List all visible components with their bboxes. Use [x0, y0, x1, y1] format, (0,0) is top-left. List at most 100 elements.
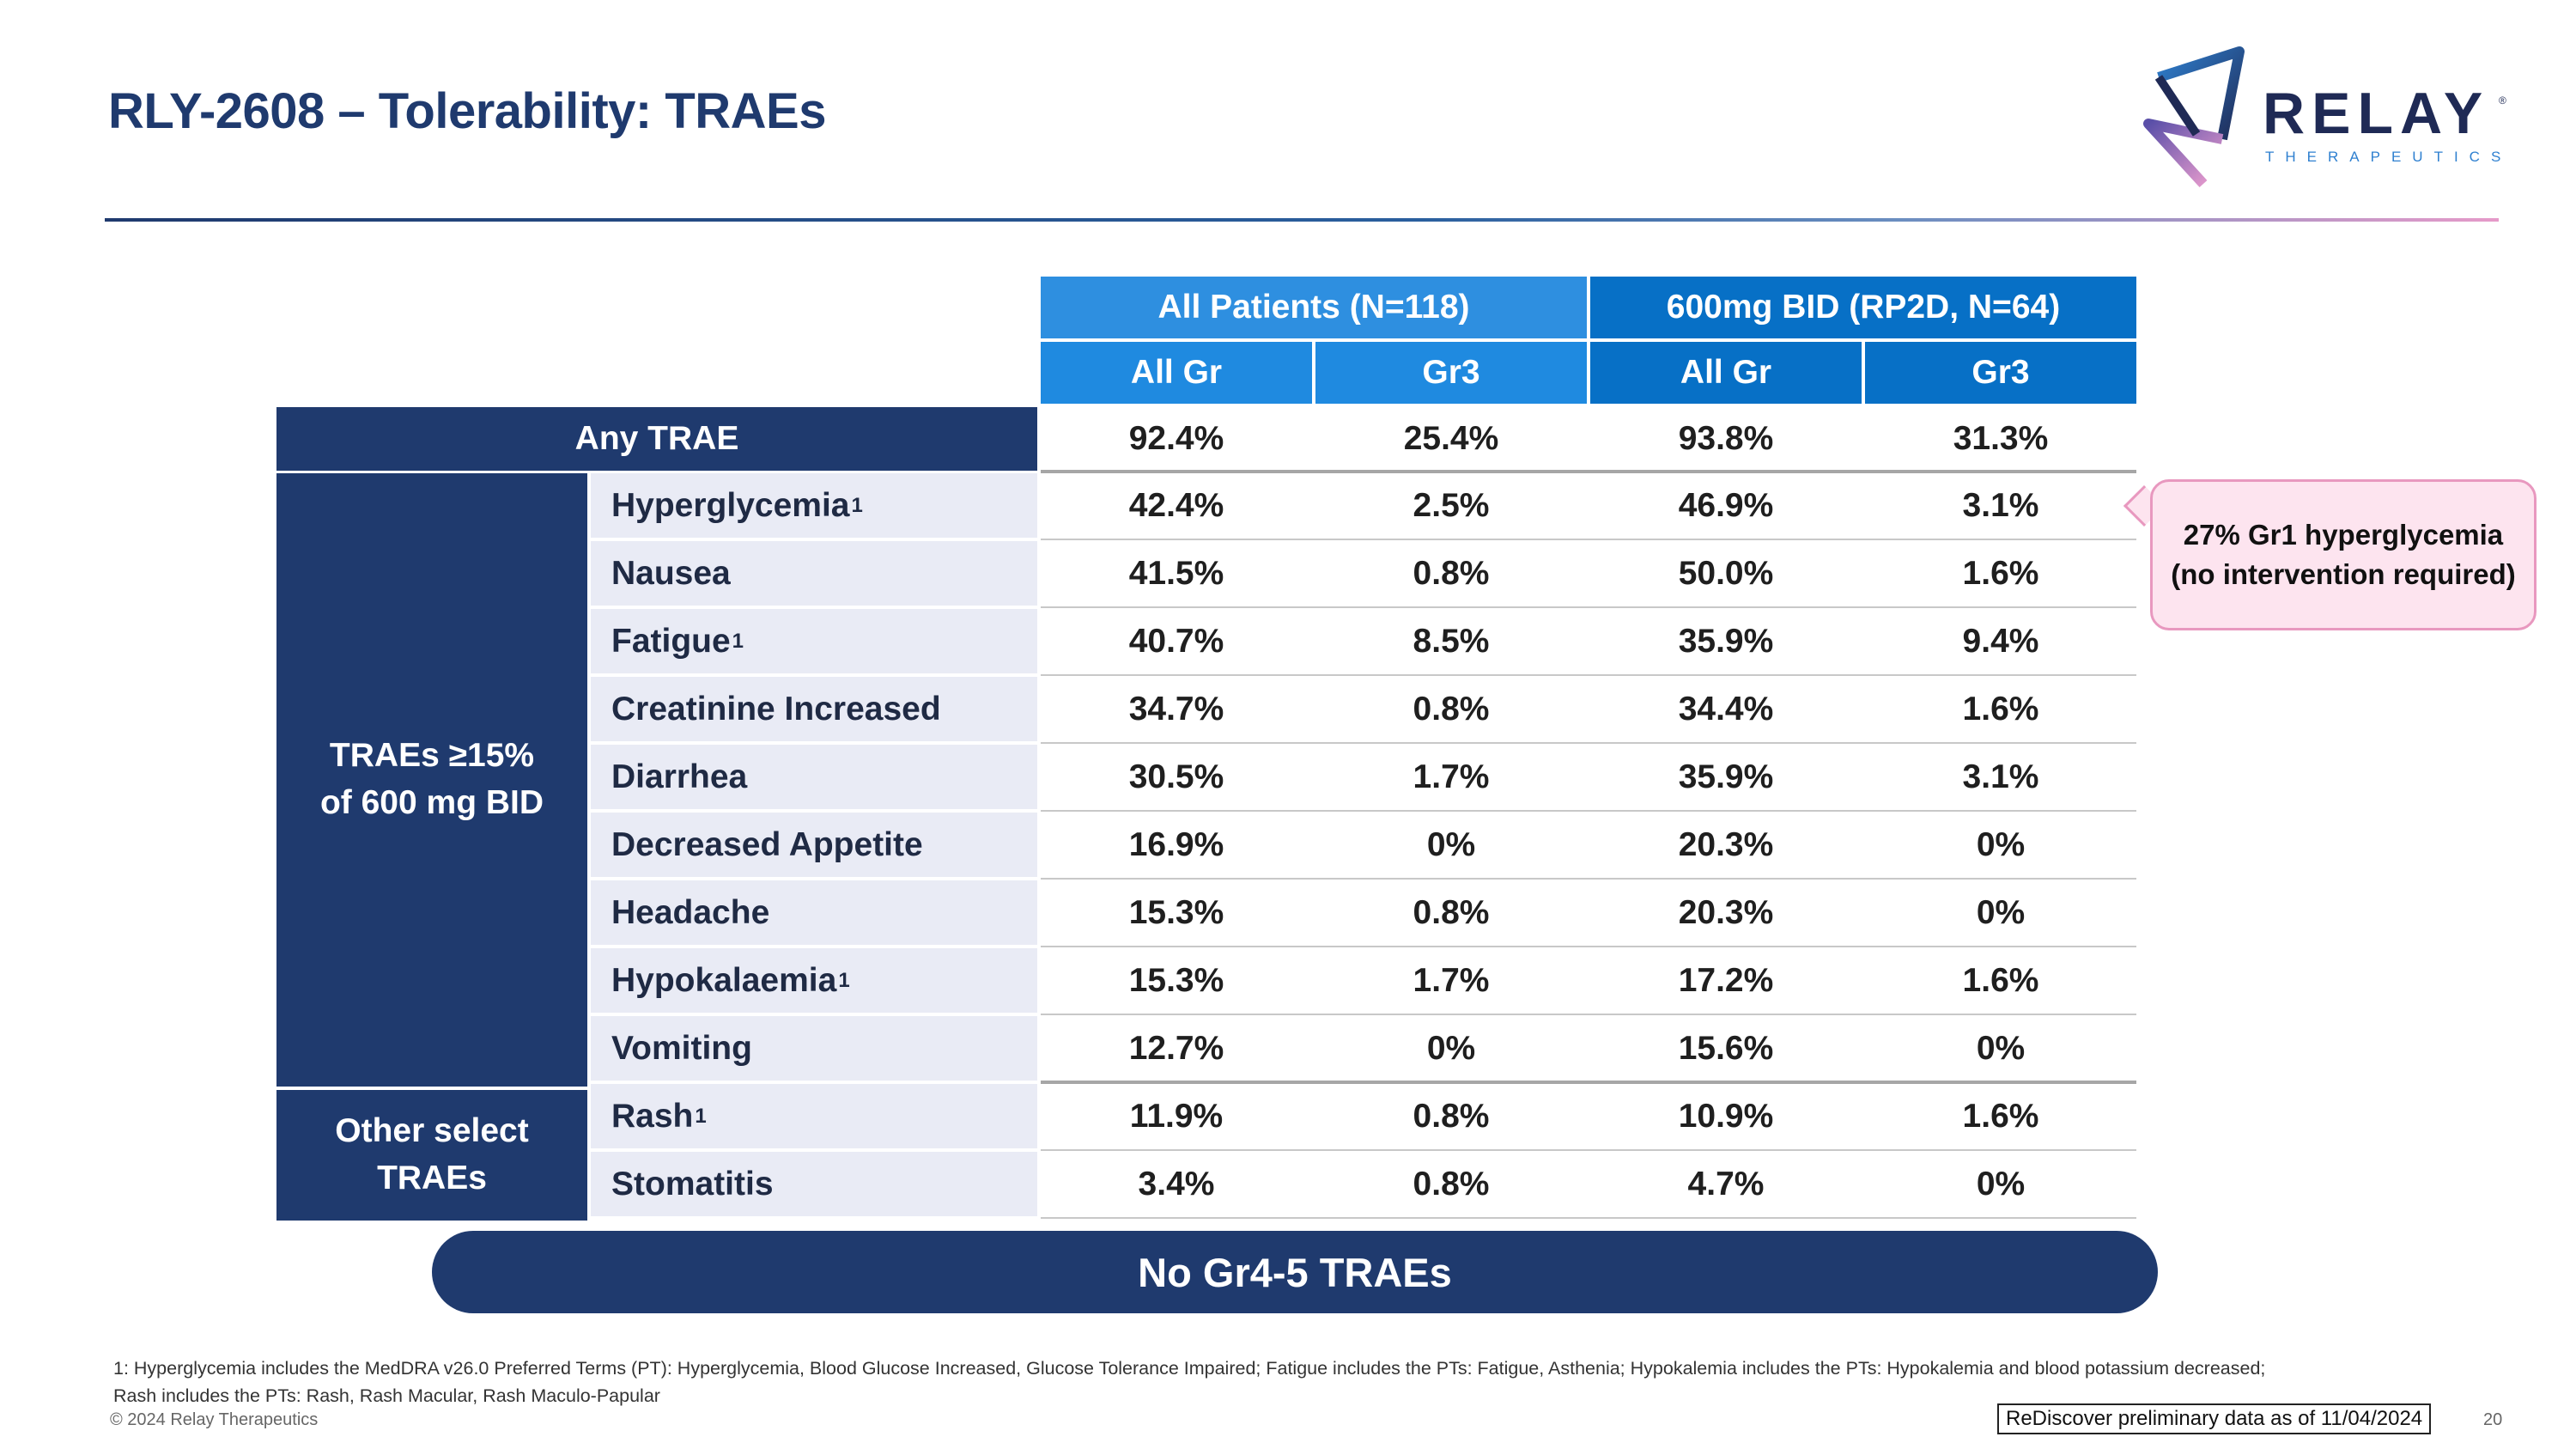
logo-wordmark: RELAY	[2263, 81, 2490, 146]
table-cell: 1.7%	[1315, 745, 1587, 809]
group-label-line: of 600 mg BID	[319, 784, 544, 821]
row-label: Creatinine Increased	[591, 677, 1037, 741]
table-cell: 42.4%	[1041, 473, 1312, 538]
row-divider	[1041, 946, 2136, 947]
row-label-text: Decreased Appetite	[611, 825, 923, 863]
no-gr4-5-banner: No Gr4-5 TRAEs	[432, 1231, 2158, 1313]
subheader-gr3: Gr3	[1865, 342, 2136, 404]
slide-title: RLY-2608 – Tolerability: TRAEs	[108, 83, 826, 139]
subheader-gr3: Gr3	[1315, 342, 1587, 404]
table-cell: 3.1%	[1865, 745, 2136, 809]
any-trae-value: 93.8%	[1590, 407, 1862, 471]
header-all-patients: All Patients (N=118)	[1041, 277, 1587, 338]
table-cell: 0.8%	[1315, 677, 1587, 741]
row-divider	[1041, 674, 2136, 676]
row-label: Decreased Appetite	[591, 813, 1037, 877]
row-label-text: Fatigue	[611, 622, 731, 660]
table-cell: 0%	[1865, 880, 2136, 945]
header-600mg-bid: 600mg BID (RP2D, N=64)	[1590, 277, 2136, 338]
table-cell: 3.4%	[1041, 1152, 1312, 1216]
table-cell: 17.2%	[1590, 948, 1862, 1013]
table-cell: 16.9%	[1041, 813, 1312, 877]
copyright: © 2024 Relay Therapeutics	[110, 1410, 319, 1429]
row-label-text: Diarrhea	[611, 758, 748, 795]
data-cutoff-note: ReDiscover preliminary data as of 11/04/…	[1997, 1403, 2432, 1434]
group-label-traes-15pct: TRAEs ≥15% of 600 mg BID	[276, 473, 587, 1087]
row-divider	[1041, 539, 2136, 540]
row-divider	[1041, 810, 2136, 812]
row-label-text: Stomatitis	[611, 1165, 774, 1202]
row-divider	[1041, 1217, 2136, 1219]
table-cell: 15.6%	[1590, 1016, 1862, 1081]
row-label: Rash 1	[591, 1084, 1037, 1148]
table-cell: 0%	[1315, 813, 1587, 877]
table-cell: 15.3%	[1041, 880, 1312, 945]
table-cell: 9.4%	[1865, 609, 2136, 673]
any-trae-value: 92.4%	[1041, 407, 1312, 471]
row-divider	[1041, 1014, 2136, 1015]
footnote-line: 1: Hyperglycemia includes the MedDRA v26…	[113, 1358, 2266, 1379]
table-cell: 8.5%	[1315, 609, 1587, 673]
table-cell: 0%	[1315, 1016, 1587, 1081]
any-trae-value: 25.4%	[1315, 407, 1587, 471]
row-label-text: Nausea	[611, 554, 731, 592]
title-divider	[105, 218, 2499, 222]
row-label-text: Headache	[611, 893, 770, 931]
table-cell: 46.9%	[1590, 473, 1862, 538]
table-cell: 0.8%	[1315, 1084, 1587, 1148]
row-divider	[1041, 1149, 2136, 1151]
table-cell: 3.1%	[1865, 473, 2136, 538]
row-divider	[1041, 606, 2136, 608]
any-trae-value: 31.3%	[1865, 407, 2136, 471]
row-label: Nausea	[591, 541, 1037, 606]
relay-logo-mark-icon	[2143, 46, 2245, 188]
group-label-other-select: Other select TRAEs	[276, 1090, 587, 1221]
group-label-line: TRAEs ≥15%	[329, 737, 535, 775]
table-cell: 34.4%	[1590, 677, 1862, 741]
table-cell: 1.7%	[1315, 948, 1587, 1013]
table-cell: 41.5%	[1041, 541, 1312, 606]
table-cell: 20.3%	[1590, 813, 1862, 877]
table-cell: 12.7%	[1041, 1016, 1312, 1081]
row-label-text: Hyperglycemia	[611, 486, 850, 524]
table-cell: 35.9%	[1590, 745, 1862, 809]
table-cell: 0%	[1865, 1152, 2136, 1216]
table-cell: 35.9%	[1590, 609, 1862, 673]
row-label: Stomatitis	[591, 1152, 1037, 1216]
group-label-line: Other select	[335, 1112, 529, 1150]
table-cell: 50.0%	[1590, 541, 1862, 606]
footnote-line: Rash includes the PTs: Rash, Rash Macula…	[113, 1385, 660, 1407]
table-cell: 10.9%	[1590, 1084, 1862, 1148]
logo-registered-mark: ®	[2499, 94, 2506, 107]
table-cell: 40.7%	[1041, 609, 1312, 673]
relay-logo: RELAY ® THERAPEUTICS	[2138, 45, 2516, 191]
row-label-text: Vomiting	[611, 1029, 752, 1067]
row-divider	[1041, 470, 2136, 473]
table-cell: 4.7%	[1590, 1152, 1862, 1216]
table-cell: 30.5%	[1041, 745, 1312, 809]
hyperglycemia-callout: 27% Gr1 hyperglycemia (no intervention r…	[2150, 479, 2537, 630]
table-cell: 11.9%	[1041, 1084, 1312, 1148]
row-label-text: Creatinine Increased	[611, 690, 941, 728]
row-divider	[1041, 742, 2136, 744]
table-cell: 20.3%	[1590, 880, 1862, 945]
row-label: Hyperglycemia 1	[591, 473, 1037, 538]
subheader-all-gr: All Gr	[1041, 342, 1312, 404]
table-cell: 1.6%	[1865, 541, 2136, 606]
row-label: Fatigue 1	[591, 609, 1037, 673]
group-label-line: TRAEs	[377, 1160, 487, 1196]
any-trae-label: Any TRAE	[276, 407, 1037, 471]
table-cell: 2.5%	[1315, 473, 1587, 538]
row-label-text: Rash	[611, 1097, 694, 1135]
page-number: 20	[2483, 1410, 2503, 1429]
table-cell: 0%	[1865, 813, 2136, 877]
table-cell: 0.8%	[1315, 880, 1587, 945]
logo-subtitle: THERAPEUTICS	[2265, 149, 2512, 165]
table-cell: 15.3%	[1041, 948, 1312, 1013]
row-label: Headache	[591, 880, 1037, 945]
footnote: 1: Hyperglycemia includes the MedDRA v26…	[113, 1355, 2483, 1410]
table-cell: 1.6%	[1865, 948, 2136, 1013]
table-cell: 1.6%	[1865, 677, 2136, 741]
table-cell: 1.6%	[1865, 1084, 2136, 1148]
table-cell: 0.8%	[1315, 1152, 1587, 1216]
